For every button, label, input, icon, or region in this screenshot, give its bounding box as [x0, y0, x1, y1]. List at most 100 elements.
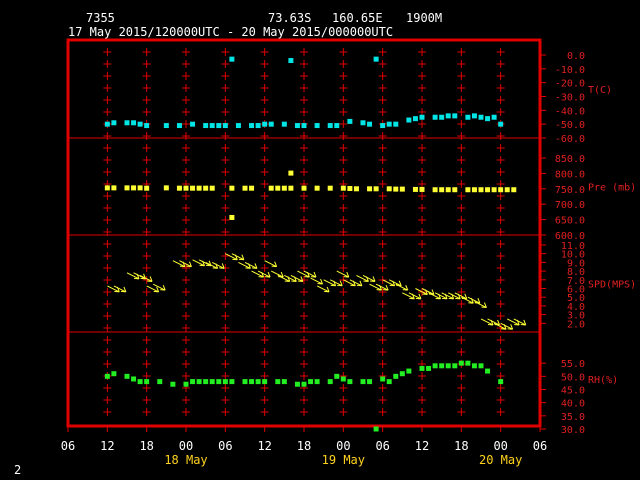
pres-point [242, 185, 248, 191]
spd-wind-arrow [270, 270, 284, 278]
grid-cross [300, 252, 308, 260]
temp-point [314, 123, 320, 129]
spd-panel-label: SPD(MPS) [588, 280, 636, 291]
grid-cross [300, 276, 308, 284]
grid-cross [103, 204, 112, 212]
pres-point [314, 185, 320, 191]
spd-wind-arrow-shape [356, 275, 369, 282]
pres-point [445, 187, 451, 193]
spd-wind-arrow-shape [467, 296, 481, 304]
grid-cross [300, 348, 308, 356]
grid-cross [378, 300, 387, 308]
grid-cross [457, 252, 466, 260]
pres-point [340, 185, 346, 191]
temp-point [452, 113, 458, 119]
grid-cross [142, 384, 151, 392]
temp-point [294, 123, 300, 129]
pres-point [511, 187, 517, 193]
grid-cross [142, 144, 151, 152]
spd-y-tick-label: 11.0 [561, 241, 585, 252]
pres-point [373, 186, 379, 192]
temp-point [347, 118, 353, 124]
grid-cross [339, 204, 348, 212]
grid-cross [418, 48, 426, 56]
spd-wind-arrow-shape [388, 279, 402, 287]
rh-y-tick-label: 45.0 [561, 386, 585, 397]
grid-cross [221, 276, 230, 284]
rh-point [196, 379, 202, 385]
x-tick-label: 18 [139, 439, 153, 453]
spd-wind-arrow-shape [257, 270, 271, 278]
grid-cross [418, 108, 426, 116]
grid-cross [418, 264, 426, 272]
grid-cross [457, 408, 466, 416]
grid-cross [103, 240, 112, 248]
pres-point [353, 186, 359, 192]
pres-point [196, 185, 202, 191]
x-tick-label: 18 [297, 439, 311, 453]
grid-cross [260, 336, 269, 344]
grid-cross [378, 288, 387, 296]
rh-point [229, 379, 235, 385]
grid-cross [496, 180, 505, 188]
grid-cross [339, 60, 348, 68]
spd-wind-arrow [211, 261, 225, 269]
spd-wind-arrow-shape [500, 322, 514, 330]
pres-point [124, 185, 130, 191]
grid-cross [418, 192, 426, 200]
grid-cross [339, 168, 348, 176]
grid-cross [457, 300, 466, 308]
grid-cross [339, 132, 348, 140]
grid-cross [418, 72, 426, 80]
spd-wind-arrow-shape [434, 292, 448, 300]
pres-point [432, 187, 438, 193]
grid-cross [418, 240, 426, 248]
spd-wind-arrow [428, 292, 442, 300]
rh-point [170, 381, 176, 387]
grid-cross [378, 84, 387, 92]
pres-point [229, 185, 235, 191]
temp-point [367, 121, 373, 127]
grid-cross [182, 348, 190, 356]
x-tick-label: 12 [100, 439, 114, 453]
grid-cross [339, 48, 348, 56]
pres-y-tick-label: 600.0 [555, 231, 585, 242]
spd-wind-arrow [316, 285, 330, 293]
rh-point [471, 363, 477, 369]
grid-cross [103, 348, 112, 356]
grid-cross [182, 240, 190, 248]
rh-point [190, 379, 196, 385]
grid-cross [378, 348, 387, 356]
spd-wind-arrow-shape [270, 270, 284, 278]
grid-cross [418, 276, 426, 284]
temp-point [216, 123, 222, 129]
rh-point [255, 379, 261, 385]
spd-wind-arrow [113, 285, 127, 293]
grid-cross [496, 384, 505, 392]
grid-cross [260, 372, 269, 380]
pres-point [268, 185, 274, 191]
spd-y-tick-label: 7.0 [567, 276, 585, 287]
rh-point [131, 376, 137, 382]
spd-wind-arrow [500, 322, 514, 330]
grid-cross [221, 384, 230, 392]
pres-point [288, 185, 294, 191]
grid-cross [103, 108, 112, 116]
grid-cross [221, 324, 230, 332]
grid-cross [182, 72, 190, 80]
pres-point [439, 187, 445, 193]
grid-cross [182, 192, 190, 200]
grid-cross [418, 348, 426, 356]
rh-point [452, 363, 458, 369]
grid-cross [260, 96, 269, 104]
grid-cross [339, 216, 348, 224]
grid-cross [103, 276, 112, 284]
rh-point [275, 379, 281, 385]
temp-point [380, 123, 386, 129]
pres-y-tick-label: 800.0 [555, 169, 585, 180]
grid-cross [496, 252, 505, 260]
grid-cross [260, 276, 269, 284]
grid-cross [260, 108, 269, 116]
spd-wind-arrow [126, 272, 140, 280]
pres-point [183, 185, 189, 191]
